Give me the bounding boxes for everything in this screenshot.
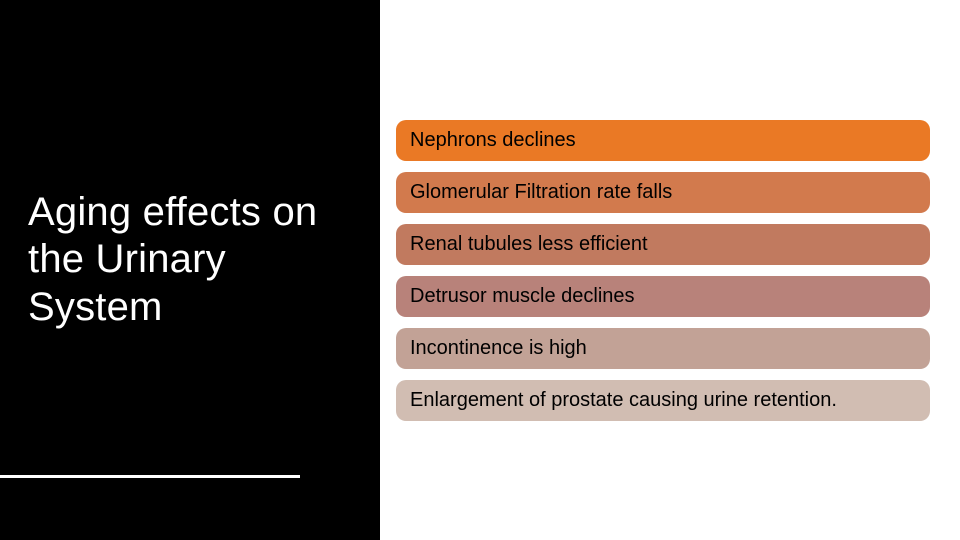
list-item: Renal tubules less efficient — [396, 224, 930, 265]
slide-title: Aging effects on the Urinary System — [28, 189, 352, 331]
list-item: Incontinence is high — [396, 328, 930, 369]
right-panel: Nephrons declines Glomerular Filtration … — [380, 0, 960, 540]
list-item: Enlargement of prostate causing urine re… — [396, 380, 930, 421]
list-item: Detrusor muscle declines — [396, 276, 930, 317]
left-panel: Aging effects on the Urinary System — [0, 0, 380, 540]
list-item: Nephrons declines — [396, 120, 930, 161]
title-underline — [0, 475, 300, 478]
list-item: Glomerular Filtration rate falls — [396, 172, 930, 213]
